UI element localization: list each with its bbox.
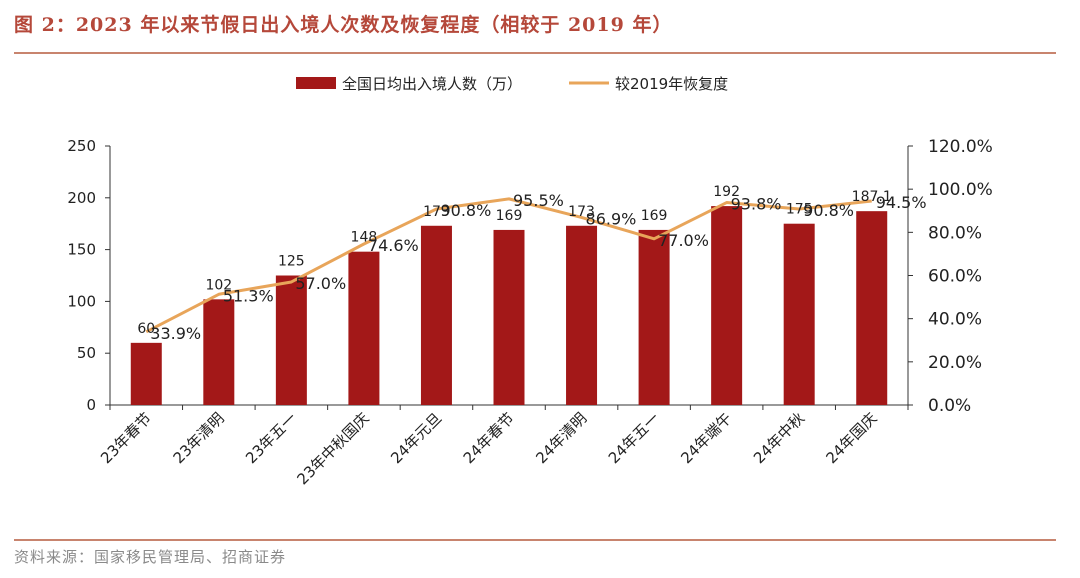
bar xyxy=(275,275,307,405)
line-value-label: 74.6% xyxy=(368,236,419,255)
bar-value-label: 173 xyxy=(568,204,595,220)
bar xyxy=(566,225,598,405)
category-label: 23年五一 xyxy=(242,409,300,467)
bar xyxy=(783,223,815,405)
category-label: 24年清明 xyxy=(532,409,590,467)
legend-bar-label: 全国日均出入境人数（万） xyxy=(342,75,522,93)
bar xyxy=(856,211,888,405)
bar xyxy=(130,342,162,405)
dual-axis-chart: 全国日均出入境人数（万） 较2019年恢复度 0 50 100 150 200 250 0.… xyxy=(67,75,993,488)
bar xyxy=(638,229,670,405)
bar-series xyxy=(130,206,888,405)
category-label: 24年五一 xyxy=(605,409,663,467)
top-divider xyxy=(14,52,1056,54)
right-tick-label: 60.0% xyxy=(928,267,982,287)
left-tick-label: 100 xyxy=(67,292,96,310)
left-tick-label: 200 xyxy=(67,189,96,207)
category-label: 23年清明 xyxy=(170,409,228,467)
left-tick-label: 50 xyxy=(77,344,96,362)
data-labels: 60 102 125 148 173 169 173 169 192 175 187.1 33.9% 5… xyxy=(137,184,926,343)
line-value-label: 90.8% xyxy=(803,201,854,220)
line-value-label: 33.9% xyxy=(150,324,201,343)
right-tick-label: 40.0% xyxy=(928,310,982,330)
bar-value-label: 192 xyxy=(713,184,740,200)
bar-value-label: 169 xyxy=(641,208,668,224)
bar xyxy=(493,229,525,405)
line-series xyxy=(145,197,872,334)
category-label: 23年春节 xyxy=(97,409,155,467)
left-tick-label: 0 xyxy=(86,396,96,414)
right-tick-label: 100.0% xyxy=(928,180,993,200)
right-tick-label: 20.0% xyxy=(928,353,982,373)
category-label: 24年春节 xyxy=(460,409,518,467)
bar-value-label: 169 xyxy=(496,208,523,224)
line-value-label: 57.0% xyxy=(295,274,346,293)
bar-value-label: 187.1 xyxy=(852,189,892,205)
line-value-label: 94.5% xyxy=(876,193,927,212)
right-tick-label: 0.0% xyxy=(928,396,971,416)
category-label: 24年端午 xyxy=(677,409,735,467)
line-value-label: 93.8% xyxy=(731,195,782,214)
left-tick-label: 250 xyxy=(67,137,96,155)
bar-value-label: 175 xyxy=(786,202,813,218)
bar xyxy=(348,251,380,405)
bar xyxy=(420,225,452,405)
left-tick-label: 150 xyxy=(67,241,96,259)
right-tick-label: 120.0% xyxy=(928,137,993,157)
legend-line-label: 较2019年恢复度 xyxy=(615,75,728,93)
bar xyxy=(203,299,235,405)
bar-value-label: 148 xyxy=(351,230,378,246)
bottom-divider xyxy=(14,539,1056,541)
category-label: 24年国庆 xyxy=(823,409,881,467)
bar-value-label: 125 xyxy=(278,254,305,270)
legend: 全国日均出入境人数（万） 较2019年恢复度 xyxy=(296,75,728,93)
line-value-label: 90.8% xyxy=(440,201,491,220)
line-value-label: 51.3% xyxy=(223,286,274,305)
line-value-label: 86.9% xyxy=(586,209,637,228)
line-value-label: 77.0% xyxy=(658,231,709,250)
category-label: 23年中秋国庆 xyxy=(293,409,372,488)
recovery-line xyxy=(145,197,872,334)
legend-bar-swatch xyxy=(296,77,336,89)
source-note: 资料来源：国家移民管理局、招商证券 xyxy=(14,548,287,566)
line-value-label: 95.5% xyxy=(513,191,564,210)
bar-value-label: 173 xyxy=(423,204,450,220)
chart-title: 图 2：2023 年以来节假日出入境人次数及恢复程度（相较于 2019 年） xyxy=(14,14,673,36)
category-label: 24年元旦 xyxy=(387,409,445,467)
right-tick-label: 80.0% xyxy=(928,223,982,243)
bar-value-label: 102 xyxy=(205,277,232,293)
bar xyxy=(711,206,743,405)
bar-value-label: 60 xyxy=(137,321,155,337)
category-label: 24年中秋 xyxy=(750,409,808,467)
